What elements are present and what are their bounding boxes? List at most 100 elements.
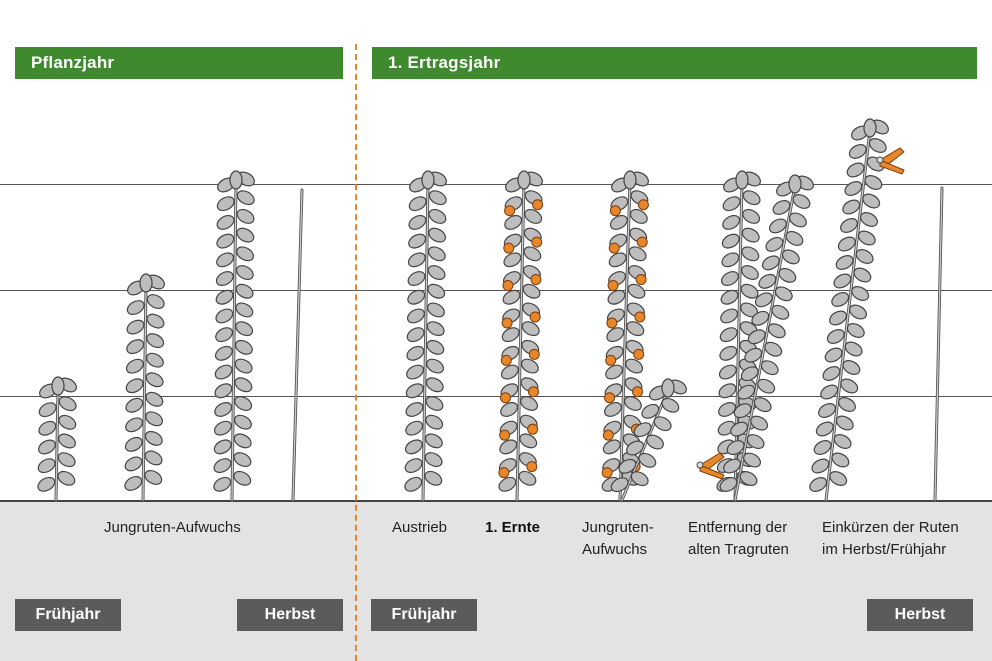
leaf [504, 214, 523, 230]
leaf [860, 212, 878, 227]
leaf [145, 372, 164, 388]
leaf [145, 352, 164, 368]
leaf [741, 227, 760, 243]
leaf [215, 308, 234, 324]
leaf [788, 174, 802, 194]
leaf [833, 434, 852, 449]
leaf [864, 175, 883, 190]
label-jungruten-line1: Jungruten- [582, 519, 654, 536]
leaf [746, 434, 765, 450]
berry [636, 236, 648, 248]
leaf [778, 267, 797, 283]
leaf [407, 289, 426, 305]
leaf [822, 366, 841, 381]
berry [527, 386, 539, 398]
ground-area [0, 501, 992, 661]
leaf [235, 265, 254, 281]
shears-handle [879, 159, 905, 175]
berry [529, 311, 541, 323]
leaf [421, 170, 435, 190]
leaf [519, 433, 538, 449]
leaf [216, 252, 235, 268]
leaf [765, 236, 784, 252]
berry [499, 429, 511, 441]
leaf [235, 321, 254, 337]
leaf [835, 255, 854, 270]
leaf [722, 196, 741, 212]
cane-young-1 [37, 376, 77, 502]
leaf [838, 397, 856, 412]
leaf [610, 477, 629, 493]
leaf [633, 422, 652, 438]
leaf [853, 267, 872, 283]
leaf [213, 476, 232, 492]
berry [634, 311, 646, 323]
cane-austrieb [404, 170, 447, 502]
leaf [751, 310, 770, 326]
leaf [630, 471, 649, 487]
leaf [125, 417, 144, 433]
leaf [741, 246, 760, 262]
berry [526, 461, 538, 473]
leaf [522, 283, 541, 299]
leaf [38, 402, 57, 418]
leaf [661, 397, 680, 413]
leaf [234, 377, 253, 393]
leaf [214, 383, 233, 399]
leaf [785, 230, 804, 246]
leaf [735, 170, 749, 190]
leaf [753, 397, 772, 413]
leaf [764, 341, 783, 357]
berry [503, 242, 515, 254]
leaf [426, 339, 445, 355]
leaf [213, 458, 232, 474]
leaf [38, 420, 57, 436]
leaf [840, 218, 858, 233]
shears-pivot [696, 461, 704, 469]
leaf [214, 345, 233, 361]
leaf [842, 360, 861, 375]
leaf [606, 327, 625, 343]
leaf [425, 414, 444, 430]
leaf [57, 452, 76, 468]
leaf [820, 384, 839, 400]
leaf [233, 433, 252, 449]
leaf [627, 283, 646, 299]
leaf [605, 364, 624, 380]
leaf [406, 308, 425, 324]
leaf [740, 366, 759, 382]
leaf [646, 434, 664, 450]
leaf [145, 391, 164, 407]
leaf [229, 170, 243, 190]
leaf [234, 358, 253, 374]
trellis-wire-middle [0, 290, 992, 292]
berry [633, 348, 645, 360]
leaf [146, 333, 165, 349]
leaf [718, 401, 737, 417]
label-ernte: 1. Ernte [485, 519, 541, 536]
shears-handle [699, 464, 725, 480]
cane-stem-highlight [621, 389, 669, 501]
cane-stem-highlight [619, 181, 631, 501]
leaf [818, 403, 836, 418]
leaf [146, 313, 165, 329]
berry [637, 199, 649, 211]
cane-young-3 [213, 170, 255, 502]
leaf [743, 452, 762, 468]
leaf [767, 323, 786, 339]
leaf [811, 458, 830, 474]
leaf [214, 401, 233, 417]
leaf [517, 170, 531, 190]
leaf [235, 302, 254, 318]
berry [531, 236, 543, 248]
leaf [215, 289, 234, 305]
leaf [500, 364, 519, 380]
leaf [499, 439, 518, 455]
leaf [661, 378, 675, 398]
leaf [855, 249, 874, 264]
leaf [747, 329, 766, 345]
leaf [124, 475, 143, 491]
berry [608, 242, 620, 254]
leaf [144, 469, 163, 485]
leaf [426, 321, 445, 337]
